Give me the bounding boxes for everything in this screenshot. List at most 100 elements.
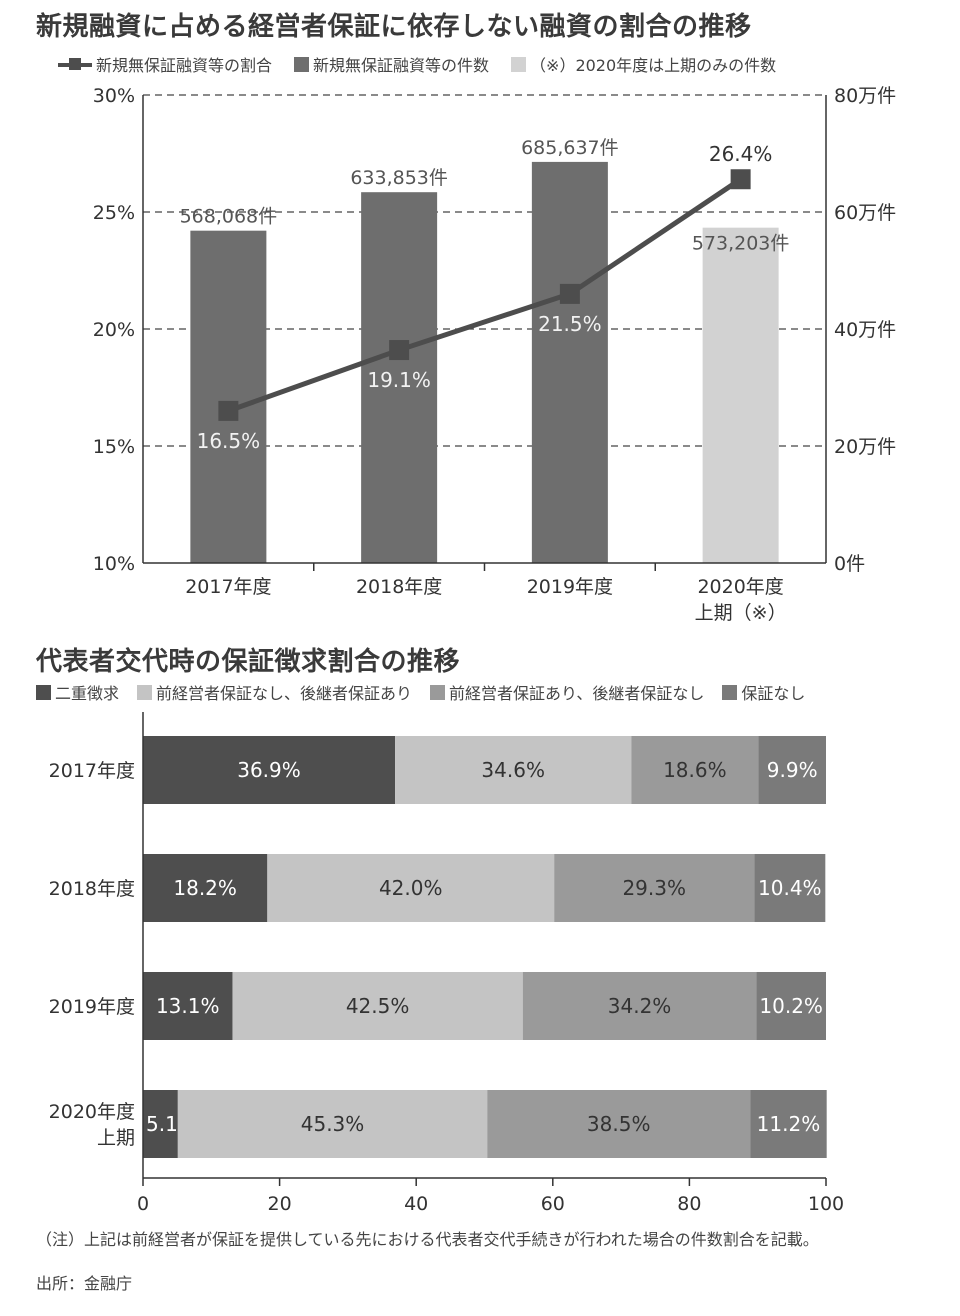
legend2-label: 二重徴求	[55, 684, 120, 703]
stacked-segment	[554, 854, 755, 922]
x-tick-label: 0	[137, 1193, 149, 1215]
legend-label-partial: （※）2020年度は上期のみの件数	[530, 56, 777, 75]
bar-swatch-icon	[294, 56, 310, 72]
bar-data-label: 633,853件	[350, 167, 448, 189]
bar-data-label: 573,203件	[692, 233, 790, 255]
category-label-sub: 上期（※）	[695, 602, 787, 624]
legend2-swatch-icon	[36, 684, 51, 700]
legend2-swatch-icon	[722, 684, 738, 700]
source-note: 出所：金融庁	[36, 1274, 133, 1293]
ratio-data-label: 16.5%	[197, 429, 261, 453]
ratio-data-label: 26.4%	[709, 142, 773, 166]
ratio-line	[227, 177, 743, 414]
left-tick-label: 30%	[93, 85, 135, 107]
segment-data-label: 10.4%	[758, 876, 822, 900]
legend-item-partial: （※）2020年度は上期のみの件数	[511, 52, 776, 76]
ratio-marker	[218, 400, 239, 421]
segment-data-label: 18.2%	[173, 876, 237, 900]
segment-data-label: 9.9%	[767, 758, 818, 782]
chart1-title: 新規融資に占める経営者保証に依存しない融資の割合の推移	[36, 12, 752, 42]
legend2-item: 二重徴求	[36, 680, 119, 704]
right-tick-label: 0件	[834, 553, 865, 575]
segment-data-label: 34.2%	[608, 994, 672, 1018]
segment-data-label: 11.2%	[757, 1112, 821, 1136]
bar-data-label: 568,068件	[180, 206, 278, 228]
category-label: 2018年度	[356, 576, 442, 598]
right-tick-label: 80万件	[834, 85, 896, 107]
ratio-marker	[559, 283, 580, 304]
legend-item-ratio: 新規無保証融資等の割合	[58, 52, 272, 76]
stacked-segment	[143, 972, 233, 1040]
segment-data-label: 10.2%	[759, 994, 823, 1018]
segment-data-label: 18.6%	[663, 758, 727, 782]
row-label-sub: 上期	[97, 1127, 135, 1149]
legend2-swatch-icon	[137, 684, 153, 700]
bar-data-label: 685,637件	[521, 137, 619, 159]
left-tick-label: 20%	[93, 319, 135, 341]
bar	[361, 192, 438, 564]
category-label: 2017年度	[185, 576, 271, 598]
stacked-segment	[143, 1090, 178, 1158]
stacked-segment	[232, 972, 523, 1040]
left-tick-label: 10%	[93, 553, 135, 575]
bar	[531, 161, 608, 564]
segment-data-label: 13.1%	[156, 994, 220, 1018]
bar	[190, 230, 267, 563]
category-label: 2020年度	[697, 576, 783, 598]
legend-label-ratio: 新規無保証融資等の割合	[96, 56, 273, 75]
bar	[702, 227, 779, 563]
segment-data-label: 42.5%	[346, 994, 410, 1018]
legend-label-count: 新規無保証融資等の件数	[313, 56, 490, 75]
stacked-segment	[177, 1090, 488, 1158]
row-label: 2017年度	[49, 760, 135, 782]
stacked-segment	[395, 736, 632, 804]
x-tick-label: 20	[268, 1193, 292, 1215]
chart2-title: 代表者交代時の保証徴求割合の推移	[36, 647, 461, 677]
ratio-data-label: 19.1%	[367, 368, 431, 392]
stacked-segment	[143, 854, 268, 922]
stacked-segment	[758, 736, 826, 804]
stacked-segment	[267, 854, 555, 922]
stacked-segment	[143, 736, 396, 804]
stacked-segment	[631, 736, 759, 804]
stacked-segment	[522, 972, 757, 1040]
legend2-item: 前経営者保証あり、後継者保証なし	[430, 680, 704, 704]
x-tick-label: 100	[808, 1193, 844, 1215]
chart2-plot: 36.9% 34.6% 18.6% 9.9% 2017年度 18.2% 42.0% 29.3%…	[49, 712, 844, 1215]
segment-data-label: 36.9%	[237, 758, 301, 782]
x-tick-label: 80	[677, 1193, 701, 1215]
stacked-segment	[750, 1090, 827, 1158]
segment-data-label: 45.3%	[301, 1112, 365, 1136]
legend2-item: 保証なし	[722, 680, 805, 704]
row-label: 2019年度	[49, 996, 135, 1018]
legend2-swatch-icon	[430, 684, 446, 700]
x-tick-label: 40	[404, 1193, 428, 1215]
right-tick-label: 60万件	[834, 202, 896, 224]
legend2-item: 前経営者保証なし、後継者保証あり	[137, 680, 412, 704]
segment-data-label: 34.6%	[481, 758, 545, 782]
left-tick-label: 25%	[93, 202, 135, 224]
stacked-segment	[754, 854, 826, 922]
footnote: （注）上記は前経営者が保証を提供している先における代表者交代手続きが行われた場合…	[36, 1230, 819, 1249]
chart1-legend: 新規無保証融資等の割合 新規無保証融資等の件数 （※）2020年度は上期のみの件…	[58, 52, 798, 76]
row-label: 2018年度	[49, 878, 135, 900]
segment-data-label: 38.5%	[587, 1112, 651, 1136]
category-label: 2019年度	[527, 576, 613, 598]
legend2-label: 前経営者保証あり、後継者保証なし	[449, 684, 705, 703]
row-label: 2020年度	[49, 1101, 135, 1123]
ratio-marker	[730, 169, 751, 190]
right-tick-label: 40万件	[834, 319, 896, 341]
ratio-data-label: 21.5%	[538, 312, 602, 336]
line-swatch-icon	[58, 57, 92, 72]
legend2-label: 前経営者保証なし、後継者保証あり	[156, 684, 413, 703]
right-tick-label: 20万件	[834, 436, 896, 458]
ratio-marker	[389, 340, 410, 361]
chart1-plot: 10% 15% 20% 25% 30% 0件 20万件 40万件 60万件 80万件 568,068…	[93, 85, 896, 624]
chart2-legend: 二重徴求 前経営者保証なし、後継者保証あり 前経営者保証あり、後継者保証なし 保証なし	[36, 680, 823, 704]
legend2-label: 保証なし	[741, 684, 806, 703]
segment-data-label: 29.3%	[622, 876, 686, 900]
left-tick-label: 15%	[93, 436, 135, 458]
x-tick-label: 60	[541, 1193, 565, 1215]
stacked-segment	[756, 972, 826, 1040]
